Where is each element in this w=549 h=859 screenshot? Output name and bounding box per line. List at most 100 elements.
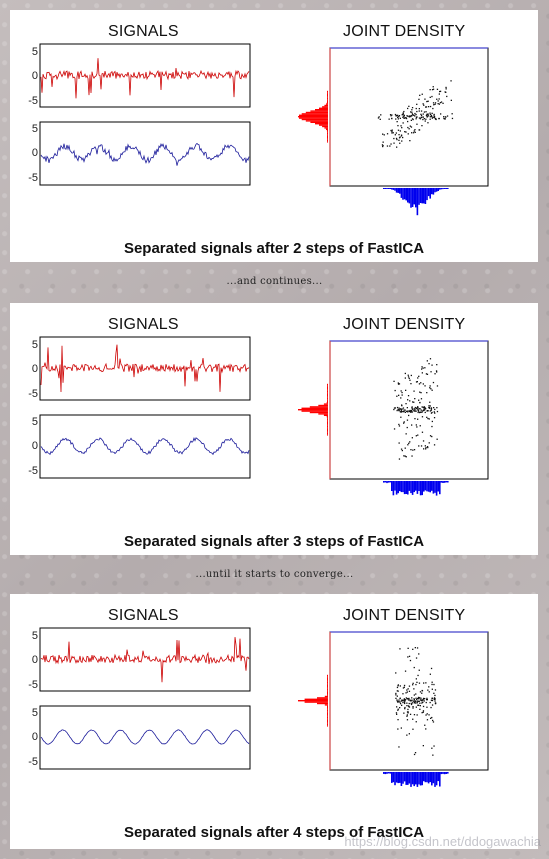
blue-histogram-bar (405, 188, 407, 201)
density-point (419, 118, 422, 120)
blue-histogram-bar (399, 772, 401, 783)
red-histogram-bar (299, 114, 328, 116)
blue-histogram-bar (386, 481, 388, 484)
density-point (427, 106, 430, 108)
density-point (406, 689, 408, 691)
blue-histogram-bar (413, 188, 415, 205)
density-point (431, 697, 433, 699)
blue-histogram-bar (416, 481, 419, 494)
blue-histogram-bar (443, 188, 446, 189)
density-point (436, 364, 438, 366)
blue-histogram-bar (400, 481, 403, 493)
density-point (417, 434, 419, 436)
density-point (446, 95, 448, 98)
density-point (423, 682, 425, 684)
blue-histogram-bar (384, 772, 387, 775)
blue-histogram-bar (387, 481, 390, 483)
density-point (413, 698, 415, 700)
red-histogram-bar (327, 680, 328, 682)
blue-histogram-bar (386, 188, 388, 189)
density-point (397, 719, 399, 721)
red-histogram-bar (327, 714, 328, 716)
density-point (395, 672, 397, 674)
density-point (436, 385, 439, 387)
density-point (413, 130, 415, 132)
density-point (393, 428, 396, 430)
blue-histogram-bar (440, 188, 443, 190)
blue-histogram-bar (397, 481, 399, 494)
density-point (427, 114, 429, 116)
density-point (422, 699, 424, 701)
density-point (421, 93, 423, 95)
density-point (400, 409, 402, 411)
blue-histogram-bar (408, 188, 411, 204)
density-point (407, 712, 409, 714)
red-histogram-bar (315, 123, 328, 125)
density-point (428, 686, 430, 688)
density-point (409, 441, 411, 443)
blue-histogram-bar (435, 188, 438, 192)
blue-histogram-bar (442, 772, 444, 774)
density-point (396, 138, 398, 141)
density-point (400, 134, 403, 136)
density-point (442, 102, 444, 104)
density-point (411, 406, 413, 408)
density-point (430, 699, 433, 701)
blue-histogram-bar (426, 772, 428, 783)
blue-histogram-bar (402, 481, 404, 493)
blue-histogram-bar (445, 188, 447, 189)
density-point (403, 421, 405, 423)
density-point (399, 136, 401, 138)
density-point (428, 714, 430, 716)
density-point (420, 114, 423, 117)
density-point (433, 113, 435, 116)
density-point (407, 399, 409, 401)
signal-1-trace (40, 344, 250, 393)
blue-histogram-bar (407, 481, 409, 495)
density-point (423, 409, 425, 411)
blue-histogram-bar (439, 772, 441, 787)
blue-histogram-bar (423, 188, 425, 204)
density-point (415, 118, 417, 120)
density-point (419, 699, 422, 701)
density-point (432, 116, 434, 118)
density-point (406, 702, 408, 704)
density-point (426, 113, 428, 115)
red-histogram-bar (327, 428, 328, 430)
blue-histogram-bar (405, 772, 407, 785)
density-point (416, 407, 418, 409)
blue-histogram-bar (405, 481, 407, 494)
density-point (398, 407, 400, 409)
red-histogram-bar (326, 416, 328, 418)
density-point (401, 699, 403, 702)
density-point (413, 700, 416, 702)
density-point (390, 115, 392, 117)
density-point (429, 112, 431, 114)
blue-histogram-bar (402, 188, 404, 200)
density-point (430, 706, 432, 709)
density-point (398, 409, 400, 411)
density-point (403, 684, 406, 687)
density-point (421, 712, 423, 714)
red-histogram-bar (327, 715, 328, 717)
density-point (421, 431, 424, 433)
blue-histogram-bar (447, 481, 449, 483)
blue-histogram-bar (400, 188, 403, 198)
density-point (390, 129, 392, 132)
density-point (426, 699, 428, 701)
density-point (418, 704, 420, 706)
density-point (389, 114, 392, 116)
density-point (412, 401, 414, 403)
density-point (417, 377, 419, 379)
density-point (407, 411, 409, 413)
density-point (404, 131, 406, 133)
density-point (405, 403, 407, 405)
density-point (425, 111, 427, 113)
red-histogram-bar (327, 423, 328, 425)
red-histogram-bar (327, 141, 328, 143)
density-point (410, 409, 412, 412)
tick-label: -5 (28, 679, 38, 691)
red-histogram-bar (327, 431, 328, 433)
density-point (407, 115, 409, 117)
density-point (410, 703, 413, 706)
